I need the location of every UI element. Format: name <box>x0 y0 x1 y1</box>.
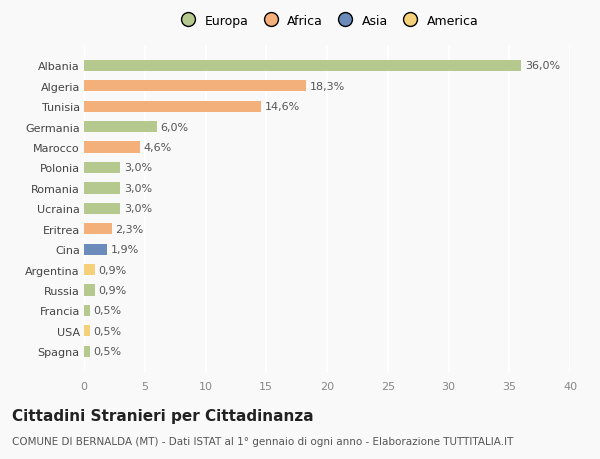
Text: 4,6%: 4,6% <box>143 143 172 153</box>
Bar <box>84 244 107 255</box>
Text: 36,0%: 36,0% <box>525 62 560 71</box>
Bar <box>84 122 157 133</box>
Text: 1,9%: 1,9% <box>111 245 139 255</box>
Bar <box>84 224 112 235</box>
Text: 3,0%: 3,0% <box>124 163 152 173</box>
Text: 3,0%: 3,0% <box>124 184 152 194</box>
Bar <box>84 183 121 194</box>
Bar <box>84 346 90 357</box>
Text: 6,0%: 6,0% <box>161 123 188 132</box>
Text: 0,5%: 0,5% <box>94 306 122 316</box>
Text: COMUNE DI BERNALDA (MT) - Dati ISTAT al 1° gennaio di ogni anno - Elaborazione T: COMUNE DI BERNALDA (MT) - Dati ISTAT al … <box>12 436 514 446</box>
Bar <box>84 325 90 336</box>
Bar <box>84 101 262 112</box>
Bar <box>84 203 121 214</box>
Text: 2,3%: 2,3% <box>116 224 144 234</box>
Bar <box>84 285 95 296</box>
Text: 0,9%: 0,9% <box>98 265 127 275</box>
Legend: Europa, Africa, Asia, America: Europa, Africa, Asia, America <box>170 10 484 33</box>
Text: Cittadini Stranieri per Cittadinanza: Cittadini Stranieri per Cittadinanza <box>12 409 314 424</box>
Bar <box>84 264 95 275</box>
Bar <box>84 305 90 316</box>
Text: 18,3%: 18,3% <box>310 82 345 92</box>
Bar <box>84 61 521 72</box>
Text: 0,5%: 0,5% <box>94 326 122 336</box>
Text: 0,5%: 0,5% <box>94 347 122 356</box>
Bar <box>84 142 140 153</box>
Text: 3,0%: 3,0% <box>124 204 152 214</box>
Text: 14,6%: 14,6% <box>265 102 300 112</box>
Bar <box>84 81 307 92</box>
Text: 0,9%: 0,9% <box>98 285 127 295</box>
Bar <box>84 162 121 174</box>
